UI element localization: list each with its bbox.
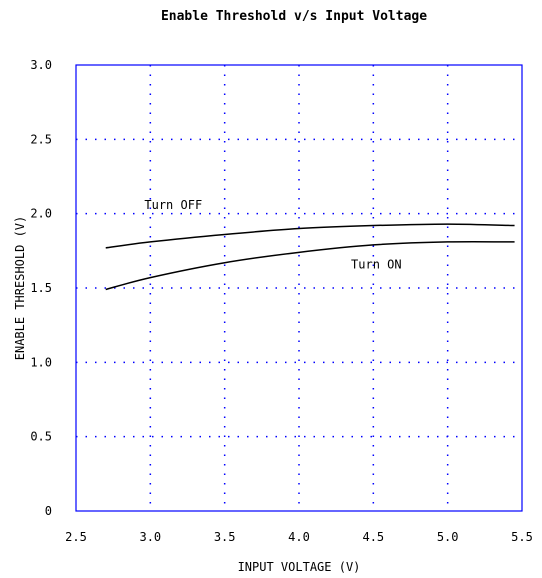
series-line-turn-off [105,223,515,249]
x-tick-label: 4.5 [362,530,384,544]
y-axis-label: ENABLE THRESHOLD (V) [13,216,27,361]
series-line-turn-on [105,240,515,291]
y-tick-label: 0 [45,504,52,518]
grid [76,65,522,511]
annotation-turn-on: Turn ON [351,258,402,272]
x-tick-label: 3.5 [214,530,236,544]
y-tick-label: 1.0 [30,355,52,369]
x-tick-label: 5.0 [437,530,459,544]
x-tick-labels: 2.5 3.0 3.5 4.0 4.5 5.0 5.5 [65,530,533,544]
y-tick-label: 1.5 [30,281,52,295]
y-tick-label: 0.5 [30,430,52,444]
y-tick-labels: 0 0.5 1.0 1.5 2.0 2.5 3.0 [30,58,52,518]
y-tick-label: 2.0 [30,207,52,221]
x-tick-label: 4.0 [288,530,310,544]
y-tick-label: 2.5 [30,132,52,146]
annotation-turn-off: Turn OFF [144,198,202,212]
x-axis-label: INPUT VOLTAGE (V) [238,560,361,574]
x-tick-label: 5.5 [511,530,533,544]
series-lines [105,223,515,291]
plot-frame [75,64,523,512]
annotations: Turn OFF Turn ON [144,198,401,271]
y-tick-label: 3.0 [30,58,52,72]
x-tick-label: 3.0 [139,530,161,544]
chart-title: Enable Threshold v/s Input Voltage [161,9,427,24]
x-tick-label: 2.5 [65,530,87,544]
